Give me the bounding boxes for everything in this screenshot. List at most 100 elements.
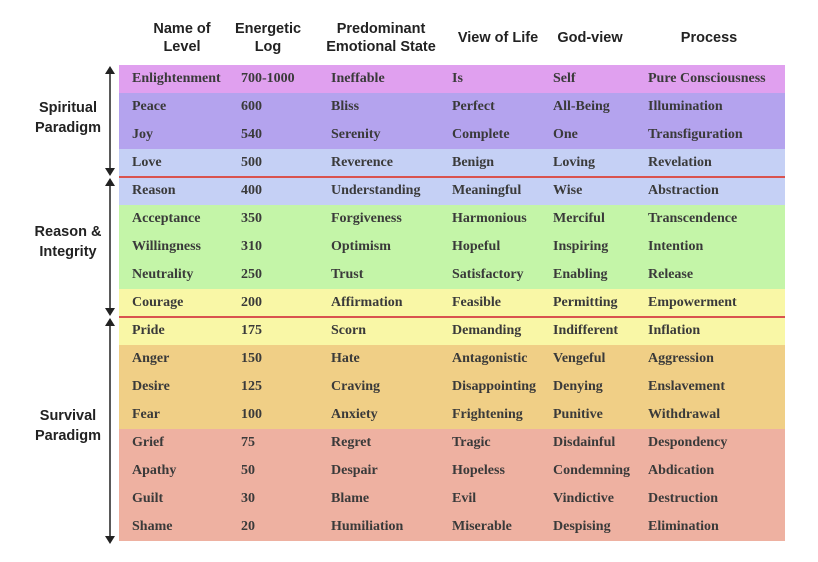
cell-level: Apathy bbox=[132, 463, 177, 478]
table-row: Fear 100 Anxiety Frightening Punitive Wi… bbox=[119, 401, 785, 429]
cell-god-view: Enabling bbox=[553, 267, 608, 282]
cell-log: 500 bbox=[241, 155, 262, 170]
paradigm-line: Reason & bbox=[34, 224, 102, 240]
table-row: Enlightenment 700-1000 Ineffable Is Self… bbox=[119, 65, 785, 93]
cell-god-view: Merciful bbox=[553, 211, 605, 226]
cell-view-of-life: Miserable bbox=[452, 519, 512, 534]
cell-god-view: Denying bbox=[553, 379, 603, 394]
cell-process: Illumination bbox=[648, 99, 723, 114]
cell-view-of-life: Complete bbox=[452, 127, 510, 142]
cell-level: Fear bbox=[132, 407, 160, 422]
cell-god-view: Disdainful bbox=[553, 435, 616, 450]
cell-level: Acceptance bbox=[132, 211, 201, 226]
cell-level: Joy bbox=[132, 127, 153, 142]
table-row: Peace 600 Bliss Perfect All-Being Illumi… bbox=[119, 93, 785, 121]
cell-view-of-life: Satisfactory bbox=[452, 267, 524, 282]
cell-view-of-life: Demanding bbox=[452, 323, 522, 338]
cell-log: 100 bbox=[241, 407, 262, 422]
table-row: Love 500 Reverence Benign Loving Revelat… bbox=[119, 149, 785, 177]
cell-emotion: Trust bbox=[331, 267, 364, 282]
header-god-view: God-view bbox=[550, 29, 630, 47]
cell-god-view: Vindictive bbox=[553, 491, 614, 506]
cell-god-view: Indifferent bbox=[553, 323, 619, 338]
cell-view-of-life: Tragic bbox=[452, 435, 491, 450]
cell-level: Desire bbox=[132, 379, 170, 394]
cell-process: Transcendence bbox=[648, 211, 738, 226]
table-row: Shame 20 Humiliation Miserable Despising… bbox=[119, 513, 785, 541]
cell-view-of-life: Feasible bbox=[452, 295, 501, 310]
cell-process: Inflation bbox=[648, 323, 701, 338]
cell-log: 50 bbox=[241, 463, 255, 478]
table-row: Guilt 30 Blame Evil Vindictive Destructi… bbox=[119, 485, 785, 513]
arrow-survival-icon bbox=[105, 318, 115, 544]
arrow-spiritual-icon bbox=[105, 66, 115, 176]
paradigm-arrows bbox=[105, 66, 115, 544]
table-row: Acceptance 350 Forgiveness Harmonious Me… bbox=[119, 205, 785, 233]
table-row: Neutrality 250 Trust Satisfactory Enabli… bbox=[119, 261, 785, 289]
cell-level: Enlightenment bbox=[132, 71, 221, 86]
cell-god-view: Punitive bbox=[553, 407, 603, 422]
cell-view-of-life: Perfect bbox=[452, 99, 495, 114]
cell-level: Anger bbox=[132, 351, 170, 366]
header-predominant-emotional-state: Predominant Emotional State bbox=[318, 20, 444, 56]
cell-view-of-life: Disappointing bbox=[452, 379, 537, 394]
cell-view-of-life: Hopeful bbox=[452, 239, 501, 254]
header-line: Predominant bbox=[336, 21, 426, 37]
cell-god-view: All-Being bbox=[553, 99, 610, 114]
cell-god-view: Loving bbox=[553, 155, 596, 170]
cell-process: Enslavement bbox=[648, 379, 725, 394]
paradigm-line: Paradigm bbox=[34, 120, 102, 136]
header-energetic-log: Energetic Log bbox=[228, 20, 308, 56]
cell-emotion: Anxiety bbox=[331, 407, 378, 422]
cell-process: Elimination bbox=[648, 519, 719, 534]
cell-log: 600 bbox=[241, 99, 262, 114]
table-row: Pride 175 Scorn Demanding Indifferent In… bbox=[119, 317, 785, 345]
cell-log: 700-1000 bbox=[241, 71, 295, 86]
cell-view-of-life: Meaningful bbox=[452, 183, 522, 198]
cell-level: Guilt bbox=[132, 491, 164, 506]
cell-god-view: Wise bbox=[553, 183, 583, 198]
cell-level: Courage bbox=[132, 295, 184, 310]
header-process: Process bbox=[664, 29, 754, 47]
header-line: Process bbox=[680, 30, 738, 46]
table-row: Desire 125 Craving Disappointing Denying… bbox=[119, 373, 785, 401]
paradigm-line: Paradigm bbox=[34, 428, 102, 444]
cell-emotion: Blame bbox=[331, 491, 370, 506]
divider-reason-survival bbox=[119, 316, 785, 318]
cell-view-of-life: Is bbox=[452, 71, 463, 86]
table-row: Apathy 50 Despair Hopeless Condemning Ab… bbox=[119, 457, 785, 485]
cell-log: 150 bbox=[241, 351, 262, 366]
paradigm-label-spiritual: Spiritual Paradigm bbox=[28, 98, 108, 138]
paradigm-label-survival: Survival Paradigm bbox=[28, 406, 108, 446]
header-view-of-life: View of Life bbox=[448, 29, 548, 47]
cell-emotion: Hate bbox=[331, 351, 360, 366]
cell-view-of-life: Evil bbox=[452, 491, 477, 506]
cell-log: 310 bbox=[241, 239, 262, 254]
cell-log: 200 bbox=[241, 295, 262, 310]
cell-log: 400 bbox=[241, 183, 262, 198]
header-line: God-view bbox=[557, 30, 623, 46]
cell-god-view: One bbox=[553, 127, 578, 142]
cell-emotion: Despair bbox=[331, 463, 378, 478]
cell-god-view: Vengeful bbox=[553, 351, 606, 366]
table-row: Joy 540 Serenity Complete One Transfigur… bbox=[119, 121, 785, 149]
cell-god-view: Condemning bbox=[553, 463, 631, 478]
cell-level: Shame bbox=[132, 519, 173, 534]
cell-level: Willingness bbox=[132, 239, 201, 254]
cell-god-view: Inspiring bbox=[553, 239, 609, 254]
cell-process: Abdication bbox=[648, 463, 715, 478]
header-line: Emotional State bbox=[326, 39, 436, 55]
cell-emotion: Scorn bbox=[331, 323, 366, 338]
cell-emotion: Ineffable bbox=[331, 71, 385, 86]
paradigm-line: Spiritual bbox=[38, 100, 97, 116]
header-line: View of Life bbox=[457, 30, 539, 46]
cell-emotion: Serenity bbox=[331, 127, 381, 142]
cell-log: 175 bbox=[241, 323, 262, 338]
cell-log: 75 bbox=[241, 435, 255, 450]
cell-level: Love bbox=[132, 155, 162, 170]
cell-level: Grief bbox=[132, 435, 164, 450]
divider-spiritual-reason bbox=[119, 176, 785, 178]
cell-god-view: Self bbox=[553, 71, 576, 86]
cell-view-of-life: Antagonistic bbox=[452, 351, 528, 366]
cell-emotion: Affirmation bbox=[331, 295, 403, 310]
